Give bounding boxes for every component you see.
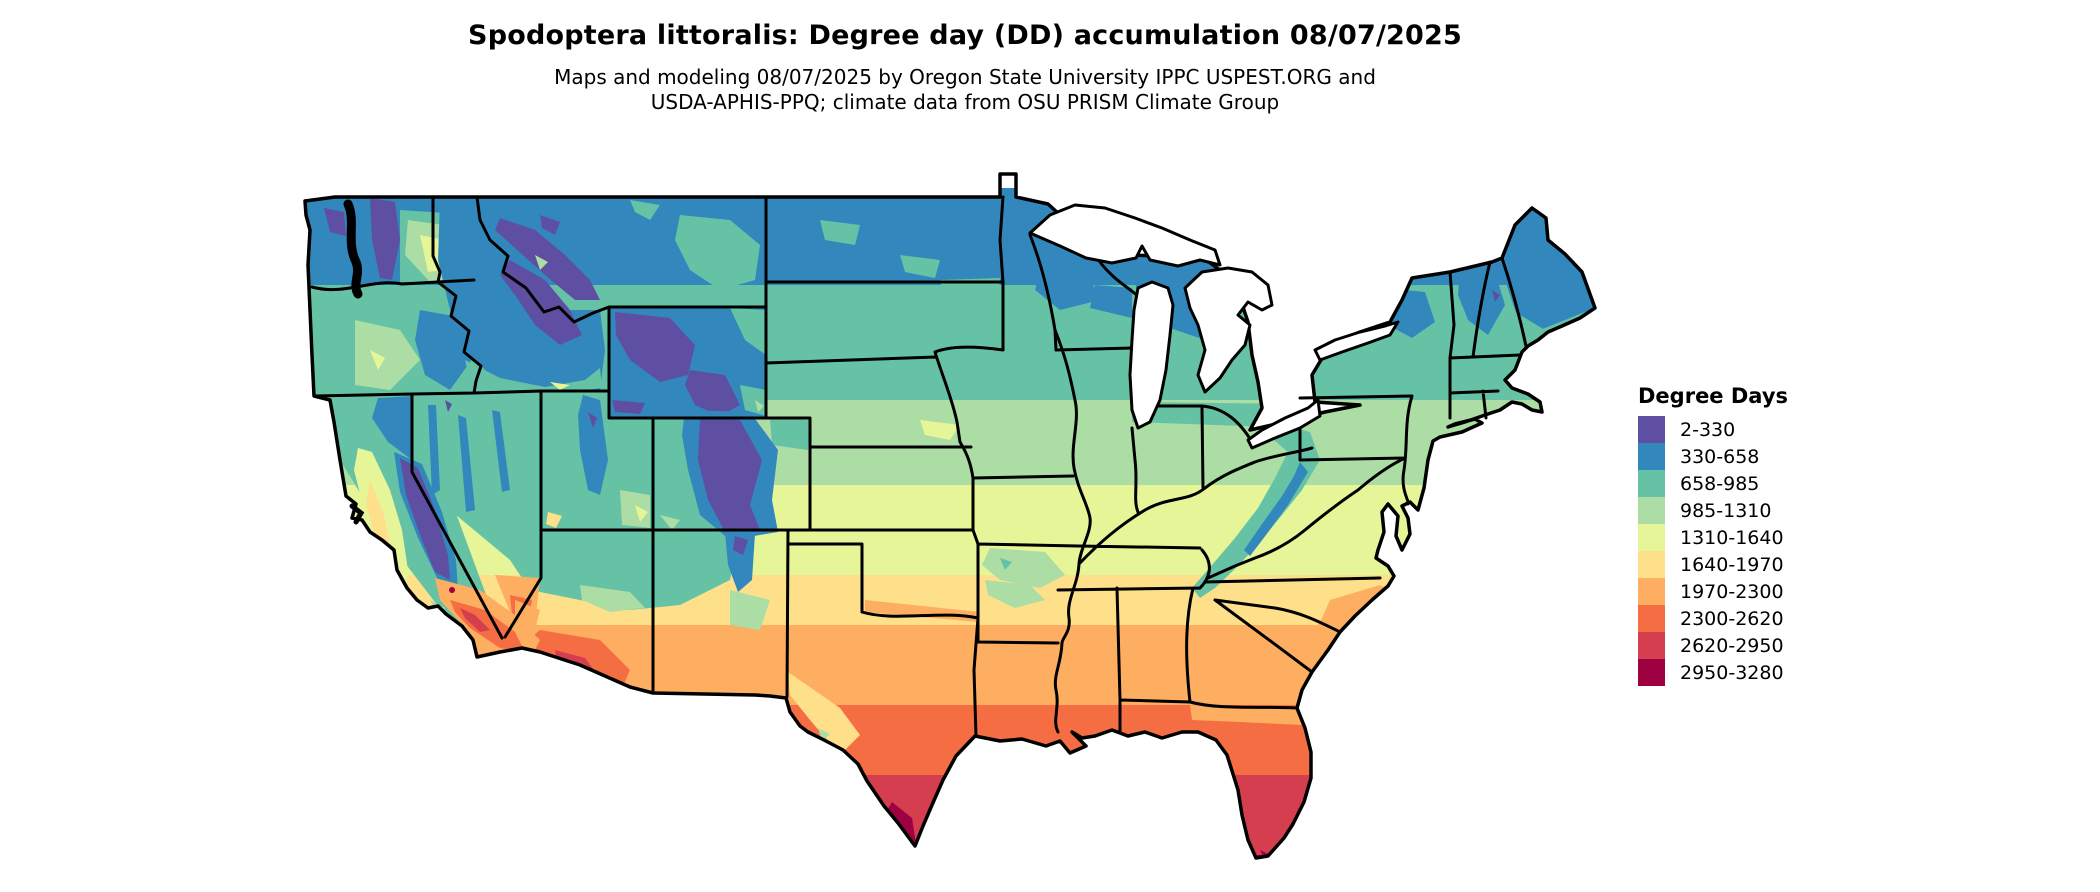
legend-swatch — [1638, 578, 1665, 605]
legend-row: 2-330 — [1638, 416, 1788, 443]
map-svg — [303, 172, 1597, 860]
lake-erie — [1246, 398, 1322, 450]
sf-bay-icon — [349, 503, 365, 525]
lake-huron — [1183, 266, 1274, 394]
legend-label: 2950-3280 — [1680, 661, 1784, 684]
legend: Degree Days 2-330 330-658 658-985 985-13… — [1638, 384, 1788, 686]
legend-rows: 2-330 330-658 658-985 985-1310 1310-1640… — [1638, 416, 1788, 686]
puget-sound-icon — [343, 199, 363, 299]
us-outline — [303, 172, 1597, 860]
legend-swatch — [1638, 443, 1665, 470]
legend-swatch — [1638, 497, 1665, 524]
legend-label: 1640-1970 — [1680, 553, 1784, 576]
coastal-inlets — [343, 199, 365, 525]
header: Spodoptera littoralis: Degree day (DD) a… — [0, 0, 1930, 115]
legend-row: 1310-1640 — [1638, 524, 1788, 551]
legend-label: 2300-2620 — [1680, 607, 1784, 630]
legend-label: 2620-2950 — [1680, 634, 1784, 657]
legend-row: 330-658 — [1638, 443, 1788, 470]
legend-swatch — [1638, 416, 1665, 443]
legend-label: 658-985 — [1680, 472, 1760, 495]
lake-michigan — [1128, 280, 1175, 430]
legend-row: 2300-2620 — [1638, 605, 1788, 632]
legend-swatch — [1638, 524, 1665, 551]
legend-swatch — [1638, 659, 1665, 686]
page-subtitle: Maps and modeling 08/07/2025 by Oregon S… — [0, 65, 1930, 115]
legend-row: 1640-1970 — [1638, 551, 1788, 578]
legend-label: 1970-2300 — [1680, 580, 1784, 603]
lake-superior — [1028, 203, 1222, 268]
legend-label: 330-658 — [1680, 445, 1760, 468]
legend-label: 1310-1640 — [1680, 526, 1784, 549]
us-degree-day-map — [300, 160, 1600, 892]
page-title: Spodoptera littoralis: Degree day (DD) a… — [468, 20, 1462, 51]
legend-row: 2950-3280 — [1638, 659, 1788, 686]
state-borders — [310, 195, 1528, 738]
subtitle-line-2: USDA-APHIS-PPQ; climate data from OSU PR… — [650, 90, 1280, 114]
subtitle-line-1: Maps and modeling 08/07/2025 by Oregon S… — [554, 65, 1376, 89]
legend-label: 2-330 — [1680, 418, 1736, 441]
legend-row: 2620-2950 — [1638, 632, 1788, 659]
legend-row: 985-1310 — [1638, 497, 1788, 524]
legend-swatch — [1638, 470, 1665, 497]
legend-swatch — [1638, 632, 1665, 659]
legend-swatch — [1638, 605, 1665, 632]
legend-swatch — [1638, 551, 1665, 578]
great-lakes — [1028, 203, 1400, 450]
lake-ontario — [1313, 320, 1400, 362]
legend-row: 1970-2300 — [1638, 578, 1788, 605]
legend-row: 658-985 — [1638, 470, 1788, 497]
legend-label: 985-1310 — [1680, 499, 1772, 522]
legend-title: Degree Days — [1638, 384, 1789, 408]
